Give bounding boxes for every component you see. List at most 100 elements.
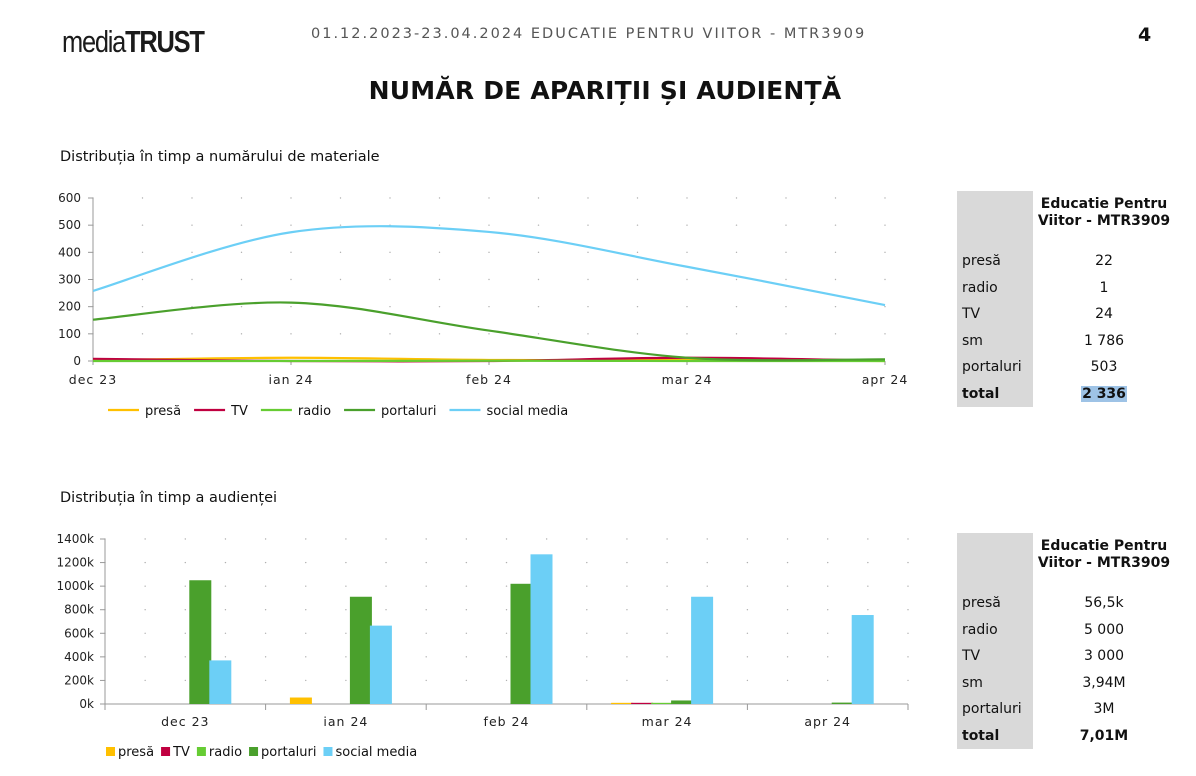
summary-row-value: 3,94M: [1082, 674, 1126, 691]
grid-dot: [884, 278, 886, 281]
x-tick-label: ian 24: [323, 714, 368, 729]
y-tick-label: 600k: [64, 626, 94, 640]
grid-dot: [339, 278, 342, 281]
grid-dot: [636, 224, 639, 226]
grid-dot: [735, 305, 738, 308]
summary-row: radio 5 000: [957, 616, 1175, 643]
grid-dot: [636, 251, 639, 254]
grid-dot: [587, 224, 589, 226]
grid-dot: [144, 656, 146, 658]
grid-dot: [587, 333, 589, 335]
bar-portaluri: [831, 702, 854, 704]
bar-portaluri: [189, 580, 212, 704]
grid-dot: [626, 656, 628, 658]
grid-dot: [834, 251, 837, 254]
page-number: 4: [1138, 24, 1152, 46]
grid-dot: [827, 561, 829, 564]
series-line-social-media: [92, 225, 886, 307]
audience-summary-table: Educatie Pentru Viitor - MTR3909 presă 56…: [957, 533, 1175, 749]
grid-dot: [827, 538, 829, 540]
grid-dot: [907, 656, 909, 658]
grid-dot: [305, 656, 307, 658]
grid-dot: [735, 197, 738, 199]
summary-row: portaluri 503: [957, 354, 1175, 381]
grid-dot: [465, 656, 468, 658]
grid-dot: [141, 305, 144, 308]
grid-dot: [746, 632, 749, 634]
grid-dot: [706, 561, 708, 564]
y-tick-label: 1200k: [57, 556, 95, 570]
grid-dot: [345, 609, 347, 611]
grid-dot: [505, 538, 508, 540]
y-tick-label: 500: [58, 218, 81, 232]
grid-dot: [626, 561, 628, 564]
grid-dot: [735, 224, 738, 226]
grid-dot: [884, 197, 886, 199]
mediatrust-logo: mediaTRUST: [62, 24, 205, 59]
summary-row-label: presă: [957, 248, 1033, 275]
grid-dot: [907, 585, 909, 587]
grid-dot: [438, 197, 441, 199]
grid-dot: [465, 561, 468, 564]
grid-dot: [626, 538, 628, 540]
grid-dot: [686, 224, 688, 226]
grid-dot: [425, 632, 427, 634]
grid-dot: [184, 538, 186, 540]
grid-dot: [505, 561, 508, 564]
grid-dot: [305, 585, 307, 587]
grid-dot: [867, 585, 869, 587]
grid-dot: [425, 679, 427, 682]
y-tick-label: 0k: [79, 697, 94, 711]
y-tick-label: 400k: [64, 650, 94, 664]
grid-dot: [488, 251, 490, 254]
grid-dot: [144, 538, 146, 540]
grid-dot: [465, 679, 468, 682]
grid-dot: [264, 538, 267, 540]
x-tick-label: dec 23: [69, 372, 117, 387]
grid-dot: [264, 656, 267, 658]
grid-dot: [785, 333, 787, 335]
summary-row: radio 1: [957, 274, 1175, 301]
grid-dot: [141, 333, 144, 335]
summary-total-label: total: [957, 722, 1033, 749]
legend-label: radio: [298, 404, 331, 419]
y-tick-label: 100: [58, 327, 81, 341]
grid-dot: [224, 561, 227, 564]
legend-swatch: [196, 747, 206, 756]
grid-dot: [240, 224, 243, 226]
grid-dot: [425, 538, 427, 540]
grid-dot: [184, 561, 186, 564]
grid-dot: [537, 305, 540, 308]
grid-dot: [488, 278, 490, 281]
grid-dot: [626, 585, 628, 587]
grid-dot: [385, 609, 387, 611]
grid-dot: [264, 609, 267, 611]
grid-dot: [191, 224, 193, 226]
grid-dot: [438, 333, 441, 335]
grid-dot: [735, 333, 738, 335]
grid-dot: [586, 538, 588, 540]
grid-dot: [587, 251, 589, 254]
grid-dot: [184, 609, 186, 611]
grid-dot: [438, 251, 441, 254]
grid-dot: [141, 224, 144, 226]
bar-social-media: [851, 615, 874, 704]
bar-presă: [611, 702, 634, 704]
grid-dot: [666, 609, 668, 611]
summary-row: TV 24: [957, 301, 1175, 328]
grid-dot: [144, 609, 146, 611]
grid-dot: [786, 632, 789, 634]
x-tick-label: mar 24: [662, 372, 713, 387]
summary-row-value: 5 000: [1083, 621, 1125, 638]
grid-dot: [184, 656, 186, 658]
summary-row-value: 1 786: [1083, 332, 1125, 349]
grid-dot: [240, 305, 243, 308]
grid-dot: [290, 197, 292, 199]
grid-dot: [385, 561, 387, 564]
grid-dot: [537, 224, 540, 226]
summary-row-value: 3M: [1093, 701, 1115, 717]
bar-social-media: [209, 660, 232, 704]
bar-portaluri: [510, 583, 533, 704]
grid-dot: [907, 609, 909, 611]
grid-dot: [389, 197, 391, 199]
